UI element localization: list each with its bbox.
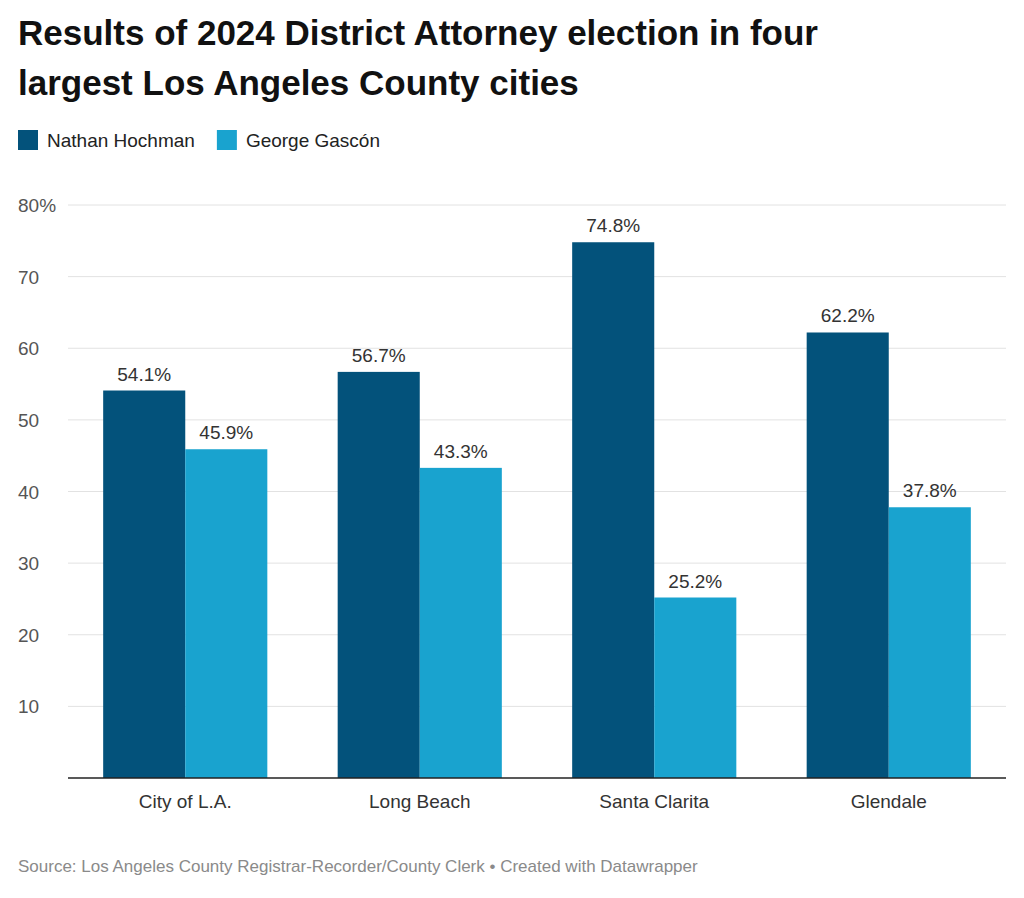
chart-svg: Nathan Hochman George Gascón 10 20 30 40 50 60 7…: [0, 0, 1024, 898]
y-tick-label: 60: [18, 338, 39, 359]
y-tick-label: 20: [18, 625, 39, 646]
y-tick-label: 40: [18, 482, 39, 503]
data-label: 45.9%: [199, 422, 253, 443]
x-tick-label: Long Beach: [369, 791, 470, 812]
data-label: 43.3%: [434, 441, 488, 462]
legend-item: Nathan Hochman: [18, 130, 195, 151]
bars: [103, 242, 971, 778]
legend-swatch: [217, 130, 237, 150]
data-label: 37.8%: [903, 480, 957, 501]
legend-label: Nathan Hochman: [47, 130, 195, 151]
y-tick-label: 70: [18, 267, 39, 288]
x-tick-label: Santa Clarita: [599, 791, 709, 812]
bar: [572, 242, 654, 778]
bar: [420, 468, 502, 778]
bar: [889, 507, 971, 778]
bar: [807, 332, 889, 778]
data-label: 74.8%: [586, 215, 640, 236]
y-tick-label: 80%: [18, 195, 56, 216]
x-axis-line: [68, 777, 1006, 779]
y-tick-label: 30: [18, 553, 39, 574]
y-tick-label: 10: [18, 696, 39, 717]
data-label: 62.2%: [821, 305, 875, 326]
bar: [338, 372, 420, 778]
legend-label: George Gascón: [246, 130, 380, 151]
source-note: Source: Los Angeles County Registrar-Rec…: [18, 857, 698, 876]
data-labels: 54.1% 45.9% 56.7% 43.3% 74.8% 25.2% 62.2% 37.8%: [117, 215, 957, 591]
bar: [185, 449, 267, 778]
legend-item: George Gascón: [217, 130, 380, 151]
grid-line: [68, 276, 1006, 277]
grid-line: [68, 205, 1006, 206]
chart-title: Results of 2024 District Attorney electi…: [18, 8, 918, 108]
bar: [103, 391, 185, 778]
data-label: 54.1%: [117, 364, 171, 385]
data-label: 56.7%: [352, 345, 406, 366]
legend-swatch: [18, 130, 38, 150]
bar: [654, 598, 736, 778]
data-label: 25.2%: [668, 571, 722, 592]
x-tick-label: City of L.A.: [139, 791, 232, 812]
y-tick-label: 50: [18, 410, 39, 431]
x-tick-label: Glendale: [851, 791, 927, 812]
